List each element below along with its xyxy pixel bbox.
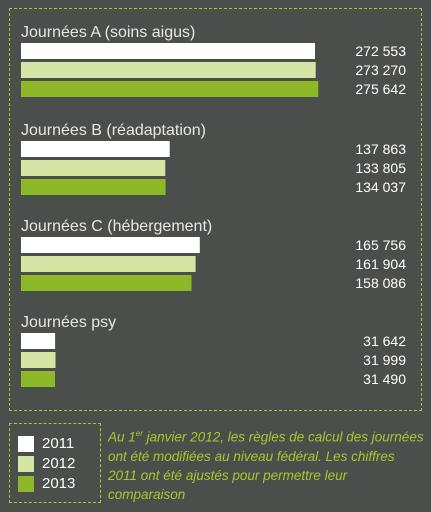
value-label: 275 642 (355, 81, 406, 97)
bar-2013 (21, 179, 166, 195)
group-title: Journées A (soins aigus) (21, 24, 195, 41)
legend-label-2012: 2012 (42, 455, 76, 472)
bar-2013 (21, 275, 192, 291)
legend-label-2013: 2013 (42, 475, 76, 492)
chart-svg: Journées A (soins aigus) 272 553 273 270 27… (21, 24, 406, 387)
bar-2013 (21, 371, 55, 387)
bar-2013 (21, 81, 319, 97)
group-title: Journées C (hébergement) (21, 218, 212, 235)
footnote-part1: Au 1 (108, 429, 136, 445)
bar-2012 (21, 62, 316, 78)
bar-2012 (21, 352, 56, 368)
legend-item-2012: 2012 (18, 456, 75, 472)
value-label: 273 270 (355, 62, 406, 78)
footnote-part2: janvier 2012, les règles de calcul des j… (108, 429, 424, 502)
value-label: 31 642 (363, 333, 406, 349)
value-label: 165 756 (355, 237, 406, 253)
bar-2011 (21, 141, 170, 157)
legend-item-2011: 2011 (18, 436, 74, 452)
group-title: Journées psy (21, 314, 116, 331)
value-label: 133 805 (355, 160, 406, 176)
value-label: 31 490 (363, 371, 406, 387)
value-label: 158 086 (355, 275, 406, 291)
value-label: 161 904 (355, 256, 406, 272)
footnote-superscript: er (135, 429, 143, 438)
legend: 2011 2012 2013 (9, 423, 101, 503)
chart-frame: Journées A (soins aigus) 272 553 273 270 27… (9, 8, 422, 411)
bar-2012 (21, 256, 196, 272)
value-label: 137 863 (355, 141, 406, 157)
legend-item-2013: 2013 (18, 476, 75, 492)
value-label: 31 999 (363, 352, 406, 368)
bar-2011 (21, 333, 56, 349)
legend-swatch-2013 (18, 476, 34, 492)
value-label: 134 037 (355, 179, 406, 195)
bar-2012 (21, 160, 166, 176)
legend-swatch-2011 (18, 436, 34, 452)
bar-2011 (21, 43, 315, 59)
value-label: 272 553 (355, 43, 406, 59)
legend-label-2011: 2011 (42, 435, 75, 452)
bar-2011 (21, 237, 200, 253)
footnote: Au 1er janvier 2012, les règles de calcu… (108, 424, 424, 504)
group-title: Journées B (réadaptation) (21, 122, 206, 139)
legend-swatch-2012 (18, 456, 34, 472)
